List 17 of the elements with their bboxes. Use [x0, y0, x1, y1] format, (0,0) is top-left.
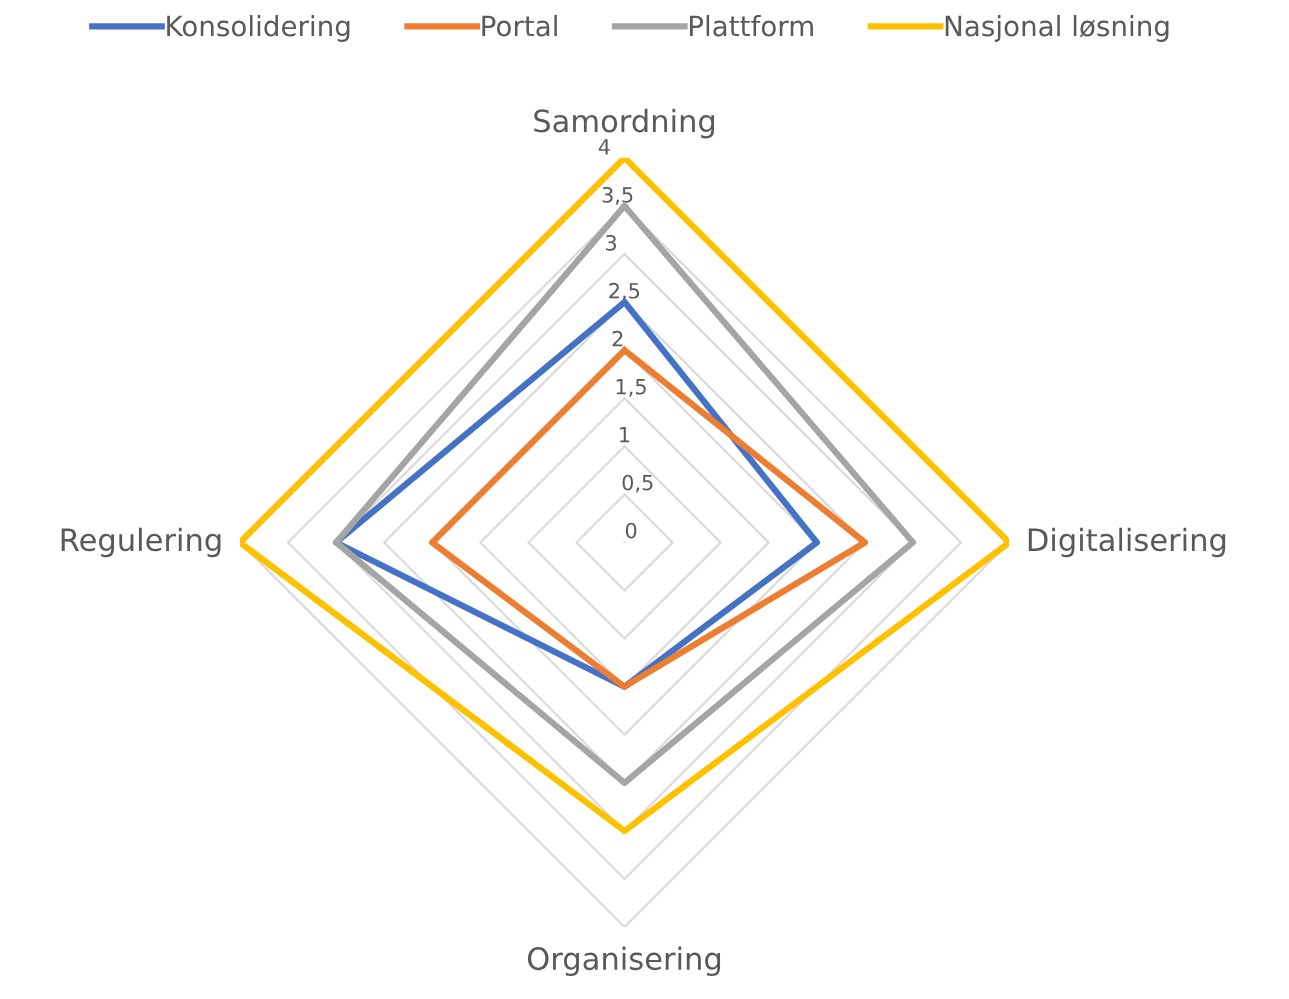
y-tick-label: 4: [598, 139, 610, 155]
y-tick-label: 0: [625, 522, 637, 539]
y-tick-label: 1: [620, 427, 630, 443]
spoke-label: Regulering: [61, 527, 221, 558]
spoke-label: Organisering: [527, 946, 721, 977]
legend-label: Plattform: [689, 15, 813, 37]
y-tick-label: 2: [612, 330, 623, 347]
y-tick-label: 0,5: [622, 474, 653, 493]
y-tick-label: 3,5: [602, 186, 633, 205]
legend-label: Konsolidering: [167, 15, 350, 42]
spoke-label: Samordning: [534, 108, 715, 139]
y-tick-label: 1,5: [616, 379, 646, 397]
legend-label: Nasjonal løsning: [945, 15, 1169, 42]
y-tick-label: 2,5: [609, 282, 640, 301]
legend-label: Portal: [482, 15, 557, 37]
y-tick-label: 3: [605, 234, 616, 251]
spoke-label: Digitalisering: [1028, 527, 1226, 558]
